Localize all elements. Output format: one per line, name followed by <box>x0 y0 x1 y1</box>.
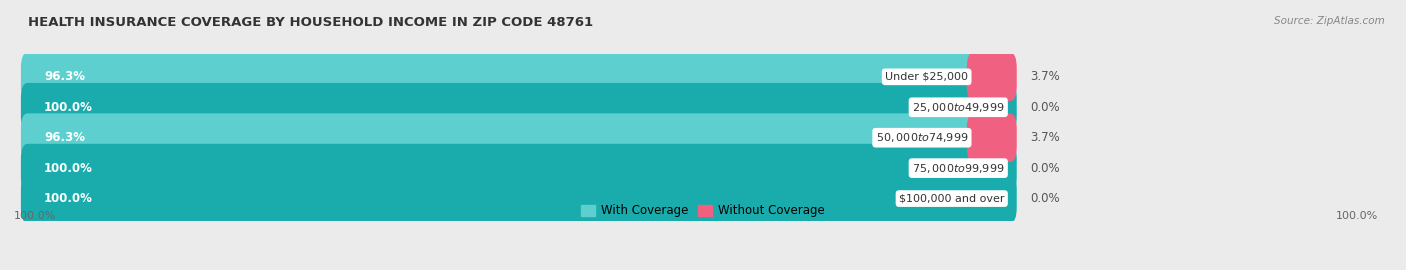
Text: 100.0%: 100.0% <box>44 192 93 205</box>
Text: 96.3%: 96.3% <box>44 131 86 144</box>
Text: 100.0%: 100.0% <box>44 162 93 175</box>
Text: $100,000 and over: $100,000 and over <box>898 194 1004 204</box>
Text: $50,000 to $74,999: $50,000 to $74,999 <box>876 131 969 144</box>
Text: 0.0%: 0.0% <box>1031 101 1060 114</box>
Text: 3.7%: 3.7% <box>1031 131 1060 144</box>
Text: 100.0%: 100.0% <box>14 211 56 221</box>
FancyBboxPatch shape <box>21 83 1017 131</box>
FancyBboxPatch shape <box>21 83 1017 131</box>
FancyBboxPatch shape <box>21 174 1017 223</box>
FancyBboxPatch shape <box>967 52 1017 101</box>
Legend: With Coverage, Without Coverage: With Coverage, Without Coverage <box>576 200 830 222</box>
FancyBboxPatch shape <box>21 113 1017 162</box>
Text: 0.0%: 0.0% <box>1031 162 1060 175</box>
FancyBboxPatch shape <box>21 113 980 162</box>
FancyBboxPatch shape <box>21 144 1017 193</box>
Text: 96.3%: 96.3% <box>44 70 86 83</box>
Text: $25,000 to $49,999: $25,000 to $49,999 <box>912 101 1004 114</box>
Text: Under $25,000: Under $25,000 <box>886 72 969 82</box>
Text: 100.0%: 100.0% <box>1336 211 1378 221</box>
Text: 100.0%: 100.0% <box>44 101 93 114</box>
Text: Source: ZipAtlas.com: Source: ZipAtlas.com <box>1274 16 1385 26</box>
Text: 0.0%: 0.0% <box>1031 192 1060 205</box>
FancyBboxPatch shape <box>21 144 1017 193</box>
FancyBboxPatch shape <box>21 52 1017 101</box>
FancyBboxPatch shape <box>967 113 1017 162</box>
FancyBboxPatch shape <box>21 174 1017 223</box>
FancyBboxPatch shape <box>21 52 980 101</box>
Text: 3.7%: 3.7% <box>1031 70 1060 83</box>
Text: $75,000 to $99,999: $75,000 to $99,999 <box>912 162 1004 175</box>
Text: HEALTH INSURANCE COVERAGE BY HOUSEHOLD INCOME IN ZIP CODE 48761: HEALTH INSURANCE COVERAGE BY HOUSEHOLD I… <box>28 16 593 29</box>
